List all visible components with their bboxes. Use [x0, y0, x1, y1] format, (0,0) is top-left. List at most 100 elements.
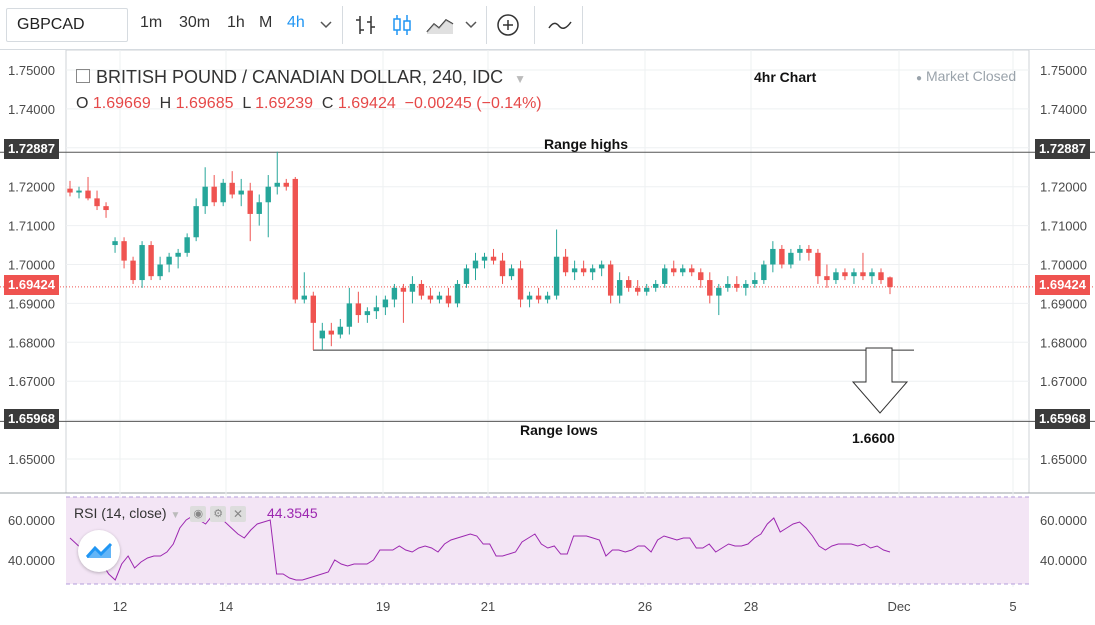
area-chart-icon[interactable] [424, 12, 456, 38]
candle-body [67, 188, 73, 193]
low-label: L [242, 95, 251, 112]
candle-body [571, 268, 578, 273]
range-high-badge-right: 1.72887 [1035, 139, 1090, 159]
rsi-visibility-eye-icon[interactable]: ◉ [190, 506, 207, 523]
y-tick-label-left: 1.72000 [8, 180, 55, 195]
timeframe-4h-button[interactable]: 4h [287, 14, 305, 31]
y-tick-label-left: 1.68000 [8, 335, 55, 350]
toolbar-divider [342, 6, 343, 44]
rsi-settings-gear-icon[interactable]: ⚙ [210, 506, 227, 523]
candle-body [644, 287, 650, 292]
tradingview-logo[interactable] [78, 530, 120, 572]
candle-body [256, 202, 262, 214]
candle-body [788, 252, 794, 265]
candle-body [472, 260, 479, 269]
chart-type-dropdown-chevron-icon[interactable] [463, 12, 479, 38]
high-label: H [159, 95, 172, 112]
candle-body [139, 245, 145, 281]
timeframe-month-button[interactable]: M [259, 14, 273, 31]
rsi-legend: RSI (14, close) ▼ ◉ ⚙ ✕ [74, 505, 247, 523]
candle-body [671, 268, 677, 273]
candle-body [166, 256, 172, 265]
candle-body [445, 295, 452, 304]
candle-body [508, 268, 515, 277]
y-tick-label-right: 1.75000 [1040, 63, 1087, 78]
collapse-legend-icon[interactable] [76, 69, 90, 84]
candle-body [301, 295, 307, 300]
close-value: 1.69424 [337, 95, 396, 112]
ohlc-values: O 1.69669 H 1.69685 L 1.69239 C 1.69424 … [76, 95, 542, 113]
candle-body [220, 182, 226, 203]
y-tick-label-right: 1.72000 [1040, 180, 1087, 195]
y-tick-label-right: 1.68000 [1040, 335, 1087, 350]
candle-body [202, 186, 208, 207]
candle-body [779, 248, 785, 265]
timeframe-1m-button[interactable]: 1m [140, 14, 163, 31]
y-tick-label-right: 1.71000 [1040, 219, 1087, 234]
add-indicator-plus-icon[interactable] [495, 12, 523, 38]
rsi-tick-label-right: 40.0000 [1040, 553, 1087, 568]
timeframe-1h-button[interactable]: 1h [227, 14, 245, 31]
timeframe-30m-button[interactable]: 30m [179, 14, 211, 31]
y-tick-label-left: 1.75000 [8, 63, 55, 78]
candle-body [662, 268, 668, 284]
candle-body [680, 268, 686, 273]
chart-legend-title-row: BRITISH POUND / CANADIAN DOLLAR, 240, ID… [76, 67, 526, 88]
candle-body [94, 198, 100, 207]
range-low-badge-right: 1.65968 [1035, 409, 1090, 429]
candle-body [851, 272, 857, 277]
candle-body [887, 277, 893, 288]
rsi-remove-close-icon[interactable]: ✕ [230, 506, 247, 523]
candlestick-chart-icon[interactable] [388, 12, 416, 38]
candle-body [364, 311, 371, 316]
candle-body [391, 287, 398, 300]
rsi-tick-label-right: 60.0000 [1040, 513, 1087, 528]
down-arrow-icon [851, 347, 909, 414]
candle-body [310, 295, 316, 323]
candle-body [418, 283, 425, 296]
candle-body [625, 280, 632, 288]
candle-body [634, 287, 641, 292]
legend-dropdown-icon[interactable]: ▼ [514, 72, 526, 86]
symbol-search-input[interactable]: GBPCAD [6, 8, 128, 42]
high-value: 1.69685 [175, 95, 234, 112]
bar-chart-icon[interactable] [352, 12, 380, 38]
timeframe-dropdown-chevron-icon[interactable] [318, 12, 334, 38]
candle-body [797, 248, 803, 253]
price-chart[interactable]: 1.750001.750001.740001.740001.730001.730… [0, 50, 1095, 625]
candle-body [346, 303, 353, 327]
rsi-dropdown-icon[interactable]: ▼ [170, 510, 181, 521]
low-value: 1.69239 [255, 95, 313, 112]
y-tick-label-right: 1.69000 [1040, 296, 1087, 311]
candle-body [842, 272, 848, 277]
rsi-value: 44.3545 [267, 505, 318, 521]
rsi-band [66, 497, 1029, 584]
candle-body [373, 307, 380, 312]
candle-body [734, 283, 740, 288]
x-tick-label: Dec [887, 599, 911, 614]
candle-body [806, 248, 812, 253]
candle-body [833, 272, 839, 281]
candle-body [103, 206, 109, 211]
candle-body [589, 268, 596, 273]
rsi-tick-label-left: 60.0000 [8, 513, 55, 528]
candle-body [265, 186, 271, 203]
y-tick-label-left: 1.67000 [8, 374, 55, 389]
candle-body [653, 283, 659, 288]
compare-wave-icon[interactable] [546, 12, 574, 38]
range-highs-annotation: Range highs [544, 136, 629, 152]
candle-body [427, 295, 434, 300]
candle-body [553, 256, 560, 296]
x-tick-label: 19 [376, 599, 390, 614]
candle-body [319, 330, 326, 339]
rsi-line [69, 515, 891, 581]
change-value: −0.00245 (−0.14%) [404, 95, 542, 112]
candle-body [481, 256, 488, 261]
toolbar-divider [582, 6, 583, 44]
y-tick-label-left: 1.71000 [8, 219, 55, 234]
y-tick-label-right: 1.65000 [1040, 452, 1087, 467]
toolbar-divider [534, 6, 535, 44]
candle-body [130, 260, 136, 281]
chart-title: BRITISH POUND / CANADIAN DOLLAR, 240, ID… [96, 67, 504, 87]
candle-body [283, 182, 289, 187]
